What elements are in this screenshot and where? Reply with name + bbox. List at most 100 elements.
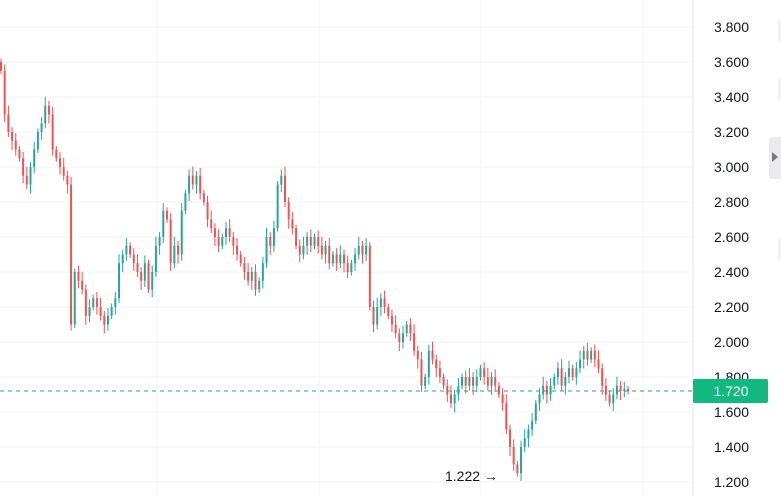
candle-body [372,307,375,325]
candle-body [106,315,109,325]
candle-body [409,324,412,334]
candle-body [339,254,342,264]
candle-body [468,377,471,386]
candle-body [427,350,430,377]
candle-body [265,237,268,264]
candle-body [402,333,405,342]
candle-body [593,350,596,360]
candle-body [62,167,65,176]
price-tick-label: 2.200 [714,299,749,315]
candle-body [335,254,338,264]
candle-body [114,298,117,307]
candle-body [239,254,242,264]
candle-body [431,350,434,360]
candle-body [188,175,191,194]
candle-body [173,245,176,264]
candle-body [446,385,449,395]
candle-body [191,175,194,185]
candle-body [461,377,464,386]
candle-body [147,263,150,290]
price-tick-label: 1.600 [714,404,749,420]
candle-body [516,464,519,474]
candle-body [110,307,113,316]
candle-body [92,298,95,307]
price-tick-label: 3.200 [714,124,749,140]
candle-body [243,263,246,272]
candle-body [22,158,25,176]
candle-body [154,245,157,272]
candle-body [343,254,346,264]
edge-marker [778,238,781,260]
candle-body [287,202,290,220]
chevron-right-icon [772,152,778,162]
candle-body [564,377,567,386]
candle-body [449,394,452,404]
candle-body [136,263,139,272]
candle-body [608,394,611,404]
candle-body [586,350,589,360]
current-price-label-bg [693,379,768,403]
candle-body [512,447,515,465]
candle-body [442,377,445,386]
candle-body [387,307,390,316]
candle-body [424,377,427,386]
right-edge-toolbar [769,0,781,496]
candle-body [280,175,283,185]
candle-body [383,298,386,307]
candle-body [405,324,408,334]
candle-body [143,263,146,281]
candle-body [0,62,2,71]
candle-body [165,210,168,220]
candle-body [538,394,541,404]
candle-body [291,219,294,229]
candle-body [70,184,73,325]
candle-body [320,245,323,255]
price-tick-label: 2.400 [714,264,749,280]
candle-body [435,359,438,369]
candle-body [132,254,135,264]
candle-body [269,237,272,246]
candle-body [553,377,556,386]
candle-body [158,237,161,246]
candle-body [560,368,563,386]
price-tick-label: 2.000 [714,334,749,350]
candle-body [298,245,301,255]
candle-body [379,298,382,307]
candle-body [84,289,87,316]
candle-body [575,368,578,377]
candle-body [177,245,180,255]
candle-body [33,149,36,167]
candle-body [317,237,320,246]
candle-body [14,140,17,150]
candle-body [3,70,6,115]
candle-body [36,132,39,150]
expand-panel-button[interactable] [769,137,781,179]
candle-body [508,429,511,447]
candle-body [612,394,615,404]
candle-body [118,263,121,299]
candle-body [394,324,397,334]
candle-body [590,350,593,360]
candle-body [556,368,559,377]
candle-body [549,385,552,395]
price-tick-label: 3.800 [714,19,749,35]
price-axis[interactable]: 3.800 3.600 3.400 3.200 3.000 2.800 2.600 2.400… [714,19,749,490]
candle-body [51,114,54,150]
candle-body [545,385,548,395]
edge-marker [778,78,781,100]
candle-body [520,447,523,474]
current-price-label: 1.720 [713,383,748,399]
candle-body [99,307,102,316]
candle-body [73,272,76,325]
candle-body [18,149,21,159]
candle-body [567,368,570,377]
candle-body [309,237,312,246]
candle-body [276,184,279,229]
grid [0,0,692,496]
candle-body [232,237,235,246]
candle-body [29,167,32,185]
candle-body [475,377,478,386]
candle-body [295,228,298,246]
